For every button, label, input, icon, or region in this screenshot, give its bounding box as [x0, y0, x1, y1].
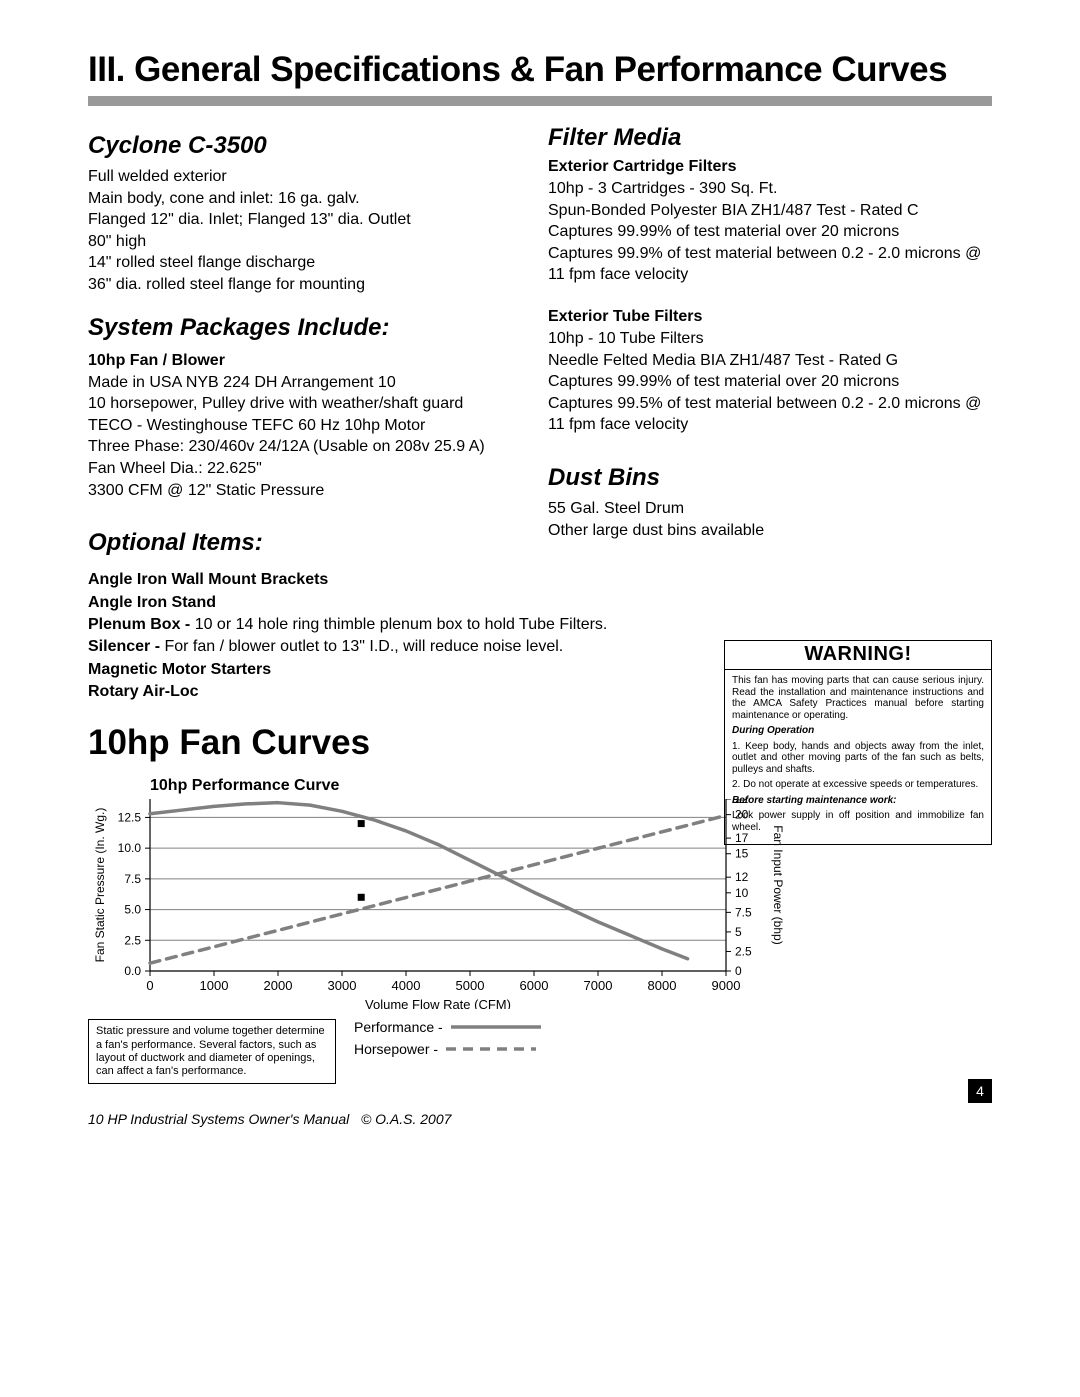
svg-text:1000: 1000	[200, 978, 229, 993]
warning-during-op-heading: During Operation	[732, 725, 984, 737]
optional-item: Angle Iron Wall Mount Brackets	[88, 569, 992, 591]
performance-chart: 10hp Performance Curve 0.02.55.07.510.01…	[88, 777, 828, 1084]
svg-text:2.5: 2.5	[735, 945, 752, 959]
page-title: III. General Specifications & Fan Perfor…	[88, 50, 992, 90]
svg-text:5: 5	[735, 925, 742, 939]
svg-text:7.5: 7.5	[124, 872, 141, 886]
legend-perf-label: Performance -	[354, 1019, 443, 1035]
title-rule	[88, 96, 992, 106]
dustbin-spec-line: Other large dust bins available	[548, 520, 992, 542]
svg-text:0: 0	[146, 978, 153, 993]
footer-manual: 10 HP Industrial Systems Owner's Manual	[88, 1111, 349, 1127]
svg-text:12.5: 12.5	[118, 811, 142, 825]
tube-spec-line: Captures 99.5% of test material between …	[548, 393, 992, 436]
svg-text:12: 12	[735, 871, 749, 885]
fan-spec-line: Three Phase: 230/460v 24/12A (Usable on …	[88, 436, 518, 458]
fan-spec-line: 3300 CFM @ 12" Static Pressure	[88, 480, 518, 502]
cyclone-spec-line: 14" rolled steel flange discharge	[88, 252, 518, 274]
svg-text:2000: 2000	[264, 978, 293, 993]
svg-text:4000: 4000	[392, 978, 421, 993]
svg-text:5000: 5000	[456, 978, 485, 993]
fan-spec-line: Fan Wheel Dia.: 22.625"	[88, 458, 518, 480]
cyclone-spec-line: 80" high	[88, 231, 518, 253]
optional-item: Plenum Box - 10 or 14 hole ring thimble …	[88, 614, 992, 636]
footer: 10 HP Industrial Systems Owner's Manual …	[88, 1110, 992, 1127]
warning-item-3: Lock power supply in off position and im…	[732, 810, 984, 833]
optional-heading: Optional Items:	[88, 529, 518, 557]
cartridge-spec-line: Captures 99.9% of test material between …	[548, 243, 992, 286]
svg-text:9000: 9000	[712, 978, 741, 993]
svg-text:Fan Static Pressure (In. Wg.): Fan Static Pressure (In. Wg.)	[93, 808, 107, 963]
cartridge-spec-line: 10hp - 3 Cartridges - 390 Sq. Ft.	[548, 178, 992, 200]
svg-text:10: 10	[735, 886, 749, 900]
svg-text:7000: 7000	[584, 978, 613, 993]
optional-item: Angle Iron Stand	[88, 592, 992, 614]
legend-hp-label: Horsepower -	[354, 1041, 438, 1057]
dustbin-spec-line: 55 Gal. Steel Drum	[548, 498, 992, 520]
tube-spec-line: Needle Felted Media BIA ZH1/487 Test - R…	[548, 350, 992, 372]
svg-text:6000: 6000	[520, 978, 549, 993]
warning-box: WARNING! This fan has moving parts that …	[724, 640, 992, 845]
chart-svg: 0.0 2.5 5.0 7.5 10.0 12.5 0 1000 2000 3000 4000 500…	[88, 799, 828, 1009]
footer-copyright: © O.A.S. 2007	[361, 1111, 451, 1127]
legend-note: Static pressure and volume together dete…	[88, 1019, 336, 1084]
filter-heading: Filter Media	[548, 124, 992, 152]
svg-text:15: 15	[735, 847, 749, 861]
tube-spec-line: 10hp - 10 Tube Filters	[548, 328, 992, 350]
svg-text:10.0: 10.0	[118, 842, 142, 856]
dustbins-heading: Dust Bins	[548, 464, 992, 492]
svg-text:3000: 3000	[328, 978, 357, 993]
svg-text:2.5: 2.5	[124, 934, 141, 948]
cyclone-spec-line: 36" dia. rolled steel flange for mountin…	[88, 274, 518, 296]
cyclone-spec-line: Flanged 12" dia. Inlet; Flanged 13" dia.…	[88, 209, 518, 231]
cartridge-subheading: Exterior Cartridge Filters	[548, 158, 992, 176]
fan-spec-line: TECO - Westinghouse TEFC 60 Hz 10hp Moto…	[88, 415, 518, 437]
legend-performance: Performance -	[354, 1019, 541, 1035]
warning-before-maint-heading: Before starting maintenance work:	[732, 795, 984, 807]
svg-text:Volume Flow Rate (CFM): Volume Flow Rate (CFM)	[365, 997, 511, 1009]
tube-subheading: Exterior Tube Filters	[548, 308, 992, 326]
cartridge-spec-line: Captures 99.99% of test material over 20…	[548, 221, 992, 243]
warning-heading: WARNING!	[725, 641, 991, 670]
fan-spec-line: Made in USA NYB 224 DH Arrangement 10	[88, 372, 518, 394]
warning-item-1: 1. Keep body, hands and objects away fro…	[732, 741, 984, 776]
page-number: 4	[968, 1079, 992, 1103]
cyclone-spec-line: Main body, cone and inlet: 16 ga. galv.	[88, 188, 518, 210]
svg-text:8000: 8000	[648, 978, 677, 993]
svg-text:0: 0	[735, 964, 742, 978]
fan-spec-line: 10 horsepower, Pulley drive with weather…	[88, 393, 518, 415]
legend-horsepower: Horsepower -	[354, 1041, 541, 1057]
cyclone-heading: Cyclone C-3500	[88, 132, 518, 160]
svg-text:7.5: 7.5	[735, 906, 752, 920]
fan-subheading: 10hp Fan / Blower	[88, 352, 518, 370]
packages-heading: System Packages Include:	[88, 314, 518, 342]
svg-text:0.0: 0.0	[124, 964, 141, 978]
warning-intro: This fan has moving parts that can cause…	[732, 675, 984, 721]
svg-text:5.0: 5.0	[124, 903, 141, 917]
cartridge-spec-line: Spun-Bonded Polyester BIA ZH1/487 Test -…	[548, 200, 992, 222]
cyclone-spec-line: Full welded exterior	[88, 166, 518, 188]
tube-spec-line: Captures 99.99% of test material over 20…	[548, 371, 992, 393]
warning-item-2: 2. Do not operate at excessive speeds or…	[732, 779, 984, 791]
